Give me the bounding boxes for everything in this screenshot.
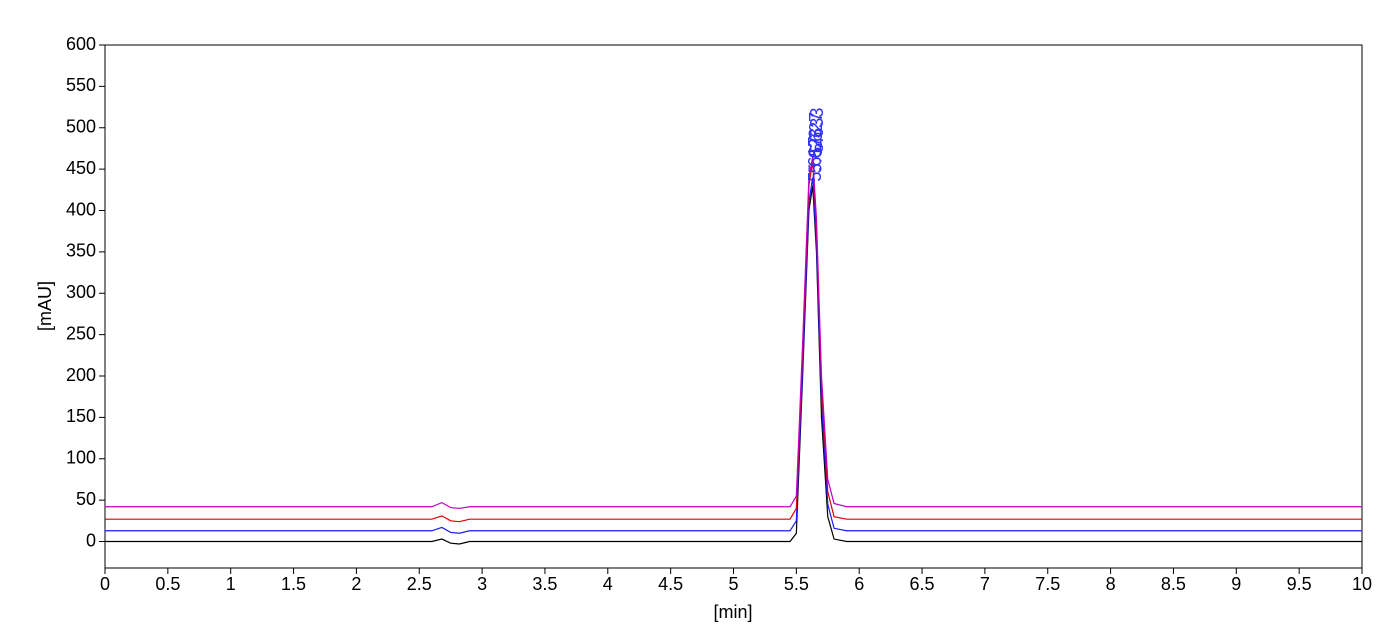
peak-label: 5.623 (806, 128, 826, 173)
y-tick-label: 150 (66, 406, 96, 426)
trace-line (105, 160, 1362, 523)
plot-frame (104, 44, 1363, 569)
x-tick-label: 10 (1352, 574, 1372, 594)
trace-line (105, 177, 1362, 534)
y-axis-label: [mAU] (35, 281, 55, 331)
x-tick-label: 5 (728, 574, 738, 594)
y-tick-label: 50 (76, 489, 96, 509)
x-tick-label: 4 (603, 574, 613, 594)
x-tick-label: 7 (980, 574, 990, 594)
x-tick-label: 2 (351, 574, 361, 594)
x-tick-label: 8 (1106, 574, 1116, 594)
y-tick-label: 600 (66, 34, 96, 54)
y-tick-label: 300 (66, 282, 96, 302)
peak-label: 5.617 (805, 137, 825, 182)
y-tick-label: 250 (66, 323, 96, 343)
x-tick-label: 3.5 (532, 574, 557, 594)
x-tick-label: 3 (477, 574, 487, 594)
x-tick-label: 2.5 (407, 574, 432, 594)
y-tick-label: 100 (66, 448, 96, 468)
trace-line (105, 156, 1362, 510)
y-tick-label: 500 (66, 117, 96, 137)
x-tick-label: 1.5 (281, 574, 306, 594)
x-tick-label: 0 (100, 574, 110, 594)
trace-line (105, 185, 1362, 545)
y-tick-label: 450 (66, 158, 96, 178)
y-tick-label: 0 (86, 530, 96, 550)
y-tick-label: 350 (66, 241, 96, 261)
x-tick-label: 4.5 (658, 574, 683, 594)
x-axis-label: [min] (713, 602, 752, 622)
x-tick-label: 6.5 (910, 574, 935, 594)
x-tick-label: 1 (226, 574, 236, 594)
x-tick-label: 9.5 (1287, 574, 1312, 594)
y-tick-label: 400 (66, 199, 96, 219)
peak-label: 5.627 (806, 112, 826, 157)
x-tick-label: 7.5 (1035, 574, 1060, 594)
x-tick-label: 0.5 (155, 574, 180, 594)
y-tick-label: 550 (66, 75, 96, 95)
x-tick-label: 5.5 (784, 574, 809, 594)
peak-label: 5.633 (807, 108, 827, 153)
x-tick-label: 6 (854, 574, 864, 594)
y-tick-label: 200 (66, 365, 96, 385)
x-tick-label: 9 (1231, 574, 1241, 594)
x-tick-label: 8.5 (1161, 574, 1186, 594)
